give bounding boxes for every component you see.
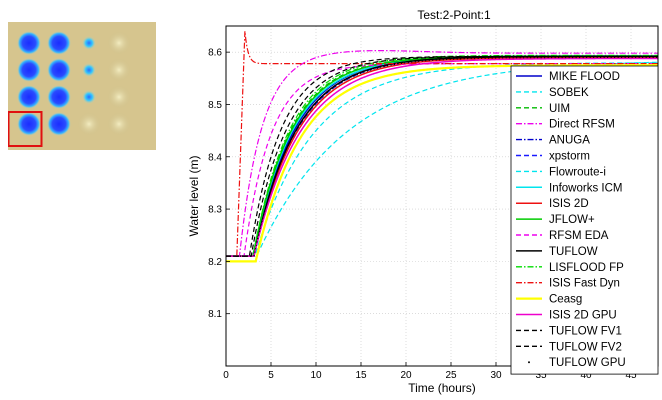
pond-none-r3c2 <box>77 112 101 136</box>
legend-label-direct-rfsm: Direct RFSM <box>549 119 615 131</box>
highlight-box <box>8 111 43 147</box>
x-tick-label: 40 <box>580 370 592 381</box>
legend-label-isis-2d: ISIS 2D <box>549 198 589 210</box>
pond-large-r0c1 <box>47 31 71 55</box>
series-line-isis-2d-gpu <box>226 57 658 257</box>
legend-label-tuflow-fv2: TUFLOW FV2 <box>549 341 622 353</box>
y-axis-label: Water level (m) <box>187 156 201 237</box>
x-tick-label: 10 <box>310 370 322 381</box>
x-tick-label: 45 <box>625 370 637 381</box>
legend-label-lisflood-fp: LISFLOOD FP <box>549 262 624 274</box>
x-tick-label: 25 <box>445 370 457 381</box>
chart-title: Test:2-Point:1 <box>417 8 491 22</box>
x-tick-label: 30 <box>490 370 502 381</box>
series-line-lisflood-fp <box>226 54 658 257</box>
pond-large-r3c0 <box>17 112 41 136</box>
pond-large-r3c1 <box>47 112 71 136</box>
series-layer <box>226 31 659 263</box>
x-axis-label: Time (hours) <box>408 381 476 395</box>
pond-none-r2c3 <box>107 85 131 109</box>
pond-none-r0c3 <box>107 31 131 55</box>
domain-thumbnail <box>8 22 156 150</box>
pond-small-r2c2 <box>82 90 96 104</box>
pond-large-r1c0 <box>17 58 41 82</box>
legend-label-isis-2d-gpu: ISIS 2D GPU <box>549 310 617 322</box>
legend-label-tuflow: TUFLOW <box>549 246 598 258</box>
x-tick-label: 20 <box>400 370 412 381</box>
pond-large-r2c0 <box>17 85 41 109</box>
series-line-tuflow-gpu <box>226 56 658 257</box>
y-tick-label: 8.4 <box>208 152 222 163</box>
x-tick-label: 35 <box>535 370 547 381</box>
y-tick-label: 8.3 <box>208 205 222 216</box>
y-tick-label: 8.6 <box>208 48 222 59</box>
legend-label-sobek: SOBEK <box>549 87 589 99</box>
legend: MIKE FLOOD SOBEK UIM Direct RFSM ANUGA xpstor… <box>510 65 659 375</box>
legend-label-uim: UIM <box>549 103 570 115</box>
y-tick-label: 8.1 <box>208 309 222 320</box>
pond-small-r1c2 <box>82 63 96 77</box>
pond-small-r0c2 <box>82 36 96 50</box>
y-tick-label: 8.5 <box>208 100 222 111</box>
series-line-sobek <box>226 61 659 257</box>
tick-layer: 0 5 10 15 20 25 30 35 40 45 8.1 8.2 8.3 8.4 8.5 8.6 <box>208 48 637 381</box>
pond-none-r1c3 <box>107 58 131 82</box>
legend-label-flowroute-i: Flowroute-i <box>549 166 606 178</box>
series-line-tuflow-fv2 <box>226 55 658 257</box>
legend-box <box>510 65 659 375</box>
pond-large-r0c0 <box>17 31 41 55</box>
x-tick-label: 15 <box>355 370 367 381</box>
legend-label-jflow-: JFLOW+ <box>549 214 595 226</box>
legend-label-anuga: ANUGA <box>549 135 590 147</box>
pond-large-r2c1 <box>47 85 71 109</box>
series-line-isis-2d <box>226 56 658 257</box>
x-tick-label: 0 <box>223 370 229 381</box>
legend-label-infoworks-icm: Infoworks ICM <box>549 182 623 194</box>
legend-swatch-tuflow-gpu <box>528 361 530 364</box>
x-tick-label: 5 <box>268 370 274 381</box>
y-tick-label: 8.2 <box>208 257 222 268</box>
legend-label-isis-fast-dyn: ISIS Fast Dyn <box>549 278 620 290</box>
series-line-isis-fast-dyn <box>226 31 658 257</box>
legend-label-mike-flood: MIKE FLOOD <box>549 71 620 83</box>
water-level-chart: Test:2-Point:1 0 5 10 15 20 25 30 35 40 45 8.1 8.2 8… <box>187 8 659 395</box>
legend-label-rfsm-eda: RFSM EDA <box>549 230 609 242</box>
series-line-direct-rfsm <box>226 50 658 257</box>
pond-large-r1c1 <box>47 58 71 82</box>
legend-label-ceasg: Ceasg <box>549 294 582 306</box>
series-line-ceasg <box>226 64 658 263</box>
legend-label-tuflow-fv1: TUFLOW FV1 <box>549 325 622 337</box>
legend-label-xpstorm: xpstorm <box>549 151 590 163</box>
pond-none-r3c3 <box>107 112 131 136</box>
legend-label-tuflow-gpu: TUFLOW GPU <box>549 357 626 369</box>
